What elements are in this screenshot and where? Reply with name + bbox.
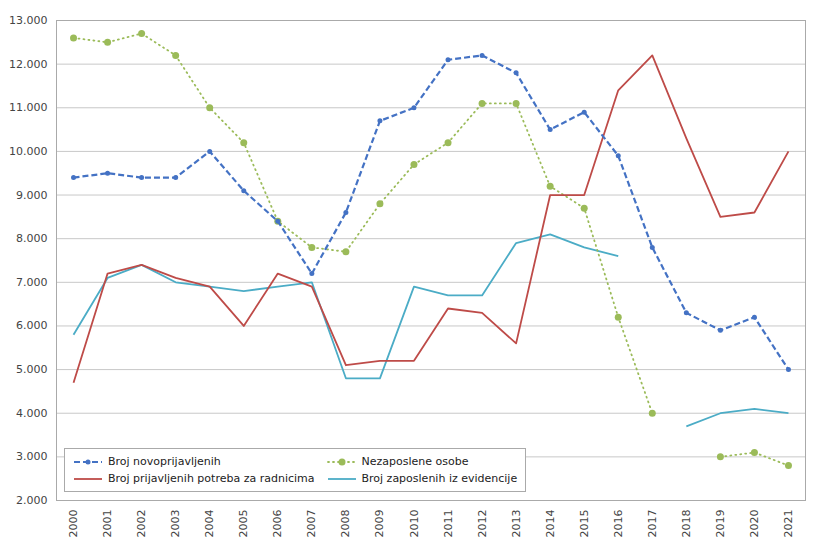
svg-text:9.000: 9.000 [16,189,48,202]
svg-text:2015: 2015 [578,510,591,538]
svg-text:4.000: 4.000 [16,407,48,420]
svg-text:2007: 2007 [305,510,318,538]
html-text:Nezaposlene osobe: Nezaposlene osobe [361,455,469,468]
svg-text:8.000: 8.000 [16,232,48,245]
svg-text:2014: 2014 [544,510,557,538]
svg-text:2000: 2000 [67,510,80,538]
svg-text:2004: 2004 [203,510,216,538]
svg-text:2005: 2005 [237,510,250,538]
svg-text:2002: 2002 [135,510,148,538]
svg-text:5.000: 5.000 [16,363,48,376]
html-text:Broj prijavljenih potreba za r: Broj prijavljenih potreba za radnicima [108,472,315,485]
svg-text:2001: 2001 [101,510,114,538]
html-text:Broj novoprijavljenih: Broj novoprijavljenih [108,455,221,468]
svg-text:6.000: 6.000 [16,319,48,332]
svg-text:2003: 2003 [169,510,182,538]
svg-text:2019: 2019 [714,510,727,538]
html-text:Broj zaposlenih iz evidencije: Broj zaposlenih iz evidencije [361,472,518,485]
svg-text:2013: 2013 [510,510,523,538]
svg-text:2011: 2011 [442,510,455,538]
svg-text:11.000: 11.000 [9,101,48,114]
svg-text:2017: 2017 [646,510,659,538]
svg-text:13.000: 13.000 [9,14,48,27]
svg-text:2010: 2010 [407,510,420,538]
svg-text:10.000: 10.000 [9,145,48,158]
svg-text:7.000: 7.000 [16,276,48,289]
svg-text:2.000: 2.000 [16,494,48,507]
svg-text:3.000: 3.000 [16,450,48,463]
svg-text:12.000: 12.000 [9,58,48,71]
svg-text:2020: 2020 [748,510,761,538]
svg-text:2008: 2008 [339,510,352,538]
svg-text:2006: 2006 [271,510,284,538]
svg-text:2016: 2016 [612,510,625,538]
svg-text:2009: 2009 [373,510,386,538]
svg-text:2021: 2021 [782,510,795,538]
svg-text:2018: 2018 [680,510,693,538]
svg-text:2012: 2012 [476,510,489,538]
